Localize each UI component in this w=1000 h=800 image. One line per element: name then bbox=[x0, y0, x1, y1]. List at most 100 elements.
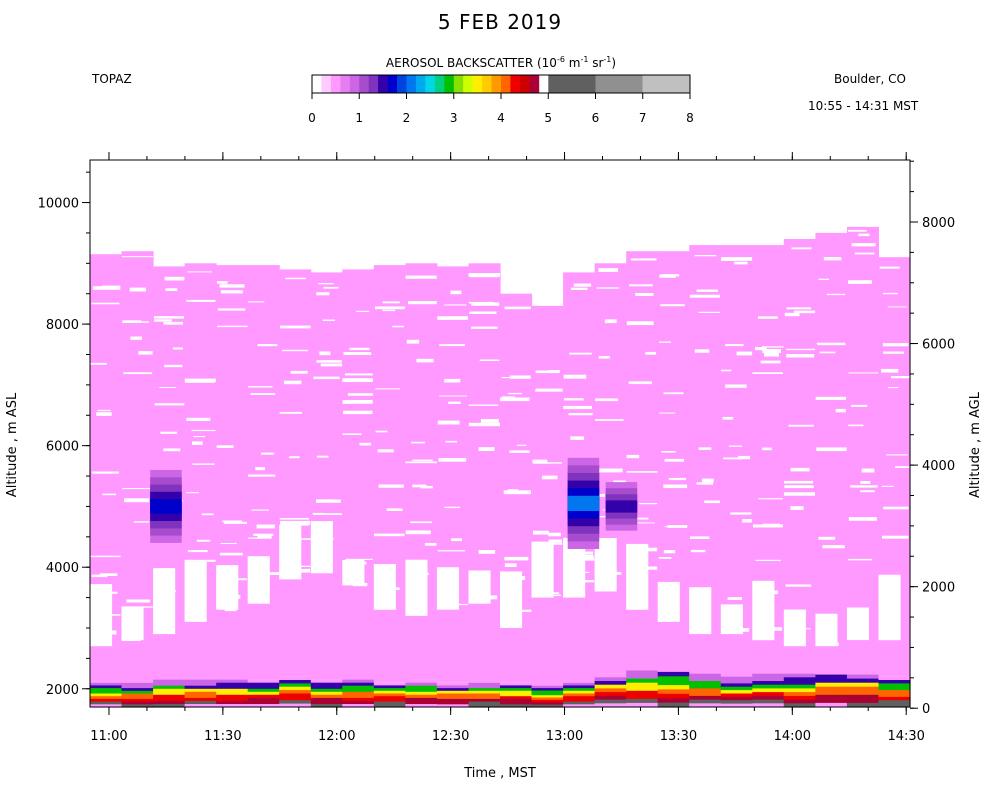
boundary-layer-band bbox=[846, 686, 879, 692]
colorbar-swatch bbox=[453, 75, 464, 93]
boundary-layer-band bbox=[342, 694, 375, 699]
gap-streak bbox=[564, 551, 594, 555]
boundary-layer-band bbox=[121, 701, 154, 705]
boundary-layer-band bbox=[342, 691, 375, 696]
gap-streak bbox=[468, 422, 500, 427]
gap-streak bbox=[887, 387, 899, 389]
boundary-layer-band bbox=[657, 667, 690, 673]
boundary-layer-band bbox=[657, 671, 690, 677]
boundary-layer-band bbox=[405, 697, 438, 702]
gap-streak bbox=[219, 597, 236, 601]
gap-streak bbox=[761, 590, 779, 595]
boundary-layer-band bbox=[121, 685, 154, 689]
gap-streak bbox=[661, 451, 676, 453]
y-axis-label-right: Altitude , m AGL bbox=[968, 391, 983, 498]
boundary-layer-band bbox=[878, 703, 911, 708]
boundary-layer-band bbox=[121, 690, 154, 695]
gap-streak bbox=[817, 343, 846, 346]
gap-streak bbox=[818, 536, 836, 540]
boundary-layer-band bbox=[878, 690, 911, 695]
gap-streak bbox=[721, 257, 753, 261]
gap-streak bbox=[548, 532, 561, 537]
y-tick-label-left: 8000 bbox=[46, 318, 79, 333]
boundary-layer-band bbox=[121, 696, 154, 700]
boundary-layer-band bbox=[878, 700, 911, 705]
gap-streak bbox=[223, 521, 247, 524]
boundary-layer-band bbox=[500, 688, 533, 692]
boundary-layer-band bbox=[720, 676, 753, 681]
gap-streak bbox=[186, 299, 216, 302]
boundary-layer-band bbox=[247, 700, 280, 705]
gap-streak bbox=[816, 396, 847, 400]
gap-streak bbox=[727, 597, 742, 600]
gap-streak bbox=[823, 257, 842, 261]
gap-streak bbox=[318, 283, 334, 285]
colorbar-tick-label: 5 bbox=[544, 111, 552, 125]
gap-streak bbox=[381, 598, 392, 602]
boundary-layer-band bbox=[310, 700, 343, 705]
gap-streak bbox=[185, 380, 215, 383]
x-tick-label: 13:00 bbox=[546, 729, 583, 744]
gap-streak bbox=[405, 530, 431, 535]
boundary-layer-band bbox=[184, 704, 217, 708]
boundary-layer-band bbox=[846, 674, 879, 680]
gap-streak bbox=[424, 543, 437, 546]
gap-streak bbox=[186, 492, 200, 494]
gap-streak bbox=[349, 347, 370, 351]
boundary-layer-band bbox=[216, 679, 249, 684]
time-range-label: 10:55 - 14:31 MST bbox=[808, 99, 919, 113]
gap-streak bbox=[282, 349, 309, 352]
gap-streak bbox=[377, 587, 400, 590]
boundary-layer-band bbox=[436, 685, 469, 689]
boundary-layer-band bbox=[468, 688, 501, 692]
gap-streak bbox=[659, 412, 676, 414]
boundary-layer-band bbox=[373, 685, 406, 689]
gap-streak bbox=[790, 506, 804, 510]
colorbar-swatch bbox=[330, 75, 341, 93]
boundary-layer-band bbox=[405, 691, 438, 696]
gap-streak bbox=[848, 424, 864, 427]
boundary-layer-band bbox=[563, 688, 596, 692]
boundary-layer-band bbox=[752, 703, 785, 708]
gap-streak bbox=[411, 572, 429, 575]
gap-streak bbox=[568, 413, 593, 416]
colorbar-swatch bbox=[529, 75, 540, 93]
gap-streak bbox=[96, 591, 118, 594]
gap-streak bbox=[160, 431, 178, 434]
gap-streak bbox=[444, 304, 467, 306]
boundary-layer-band bbox=[468, 698, 501, 703]
boundary-layer-band bbox=[121, 688, 154, 692]
gap-streak bbox=[313, 513, 342, 515]
gap-streak bbox=[186, 417, 211, 421]
boundary-layer-band bbox=[752, 692, 785, 697]
gap-streak bbox=[184, 559, 216, 562]
boundary-layer-band bbox=[500, 693, 533, 697]
gap-streak bbox=[102, 493, 116, 496]
boundary-layer-band bbox=[531, 695, 564, 699]
gap-streak bbox=[416, 358, 434, 363]
gap-streak bbox=[784, 485, 814, 489]
gap-streak bbox=[451, 538, 462, 542]
y-tick-label-left: 6000 bbox=[46, 440, 79, 455]
boundary-layer-band bbox=[90, 693, 123, 697]
boundary-layer-band bbox=[783, 673, 816, 678]
gap-streak bbox=[790, 467, 810, 472]
gap-streak bbox=[633, 517, 649, 520]
gap-streak bbox=[386, 508, 403, 511]
gap-streak bbox=[848, 558, 873, 561]
boundary-layer-band bbox=[500, 704, 533, 708]
gap-streak bbox=[626, 471, 658, 473]
boundary-layer-band bbox=[247, 679, 280, 684]
gap-streak bbox=[129, 287, 146, 292]
boundary-layer-band bbox=[846, 702, 879, 708]
boundary-layer-band bbox=[878, 683, 911, 688]
gap-streak bbox=[283, 380, 302, 385]
boundary-layer-band bbox=[689, 703, 722, 708]
gap-streak bbox=[883, 292, 898, 295]
gap-streak bbox=[626, 547, 658, 552]
boundary-layer-band bbox=[153, 691, 186, 696]
colorbar-swatch bbox=[378, 75, 388, 93]
gap-streak bbox=[663, 392, 684, 395]
gap-streak bbox=[508, 392, 522, 395]
gap-streak bbox=[220, 543, 237, 544]
